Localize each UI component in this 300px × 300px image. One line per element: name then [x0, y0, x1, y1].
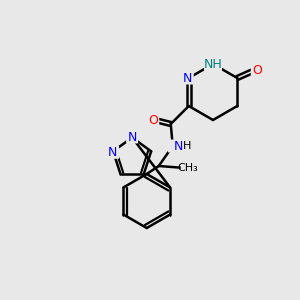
FancyBboxPatch shape — [168, 140, 190, 152]
Text: N: N — [183, 71, 192, 85]
FancyBboxPatch shape — [204, 57, 222, 71]
FancyBboxPatch shape — [146, 113, 159, 127]
FancyBboxPatch shape — [126, 131, 138, 143]
FancyBboxPatch shape — [251, 64, 264, 76]
Text: O: O — [252, 64, 262, 76]
FancyBboxPatch shape — [182, 71, 194, 85]
Text: N: N — [128, 131, 137, 144]
FancyBboxPatch shape — [181, 161, 195, 175]
FancyBboxPatch shape — [105, 146, 119, 159]
Text: NH: NH — [204, 58, 222, 70]
Text: H: H — [183, 141, 191, 151]
Text: O: O — [148, 113, 158, 127]
Text: CH₃: CH₃ — [177, 163, 198, 173]
Text: N: N — [174, 140, 183, 152]
Text: N: N — [107, 146, 117, 159]
